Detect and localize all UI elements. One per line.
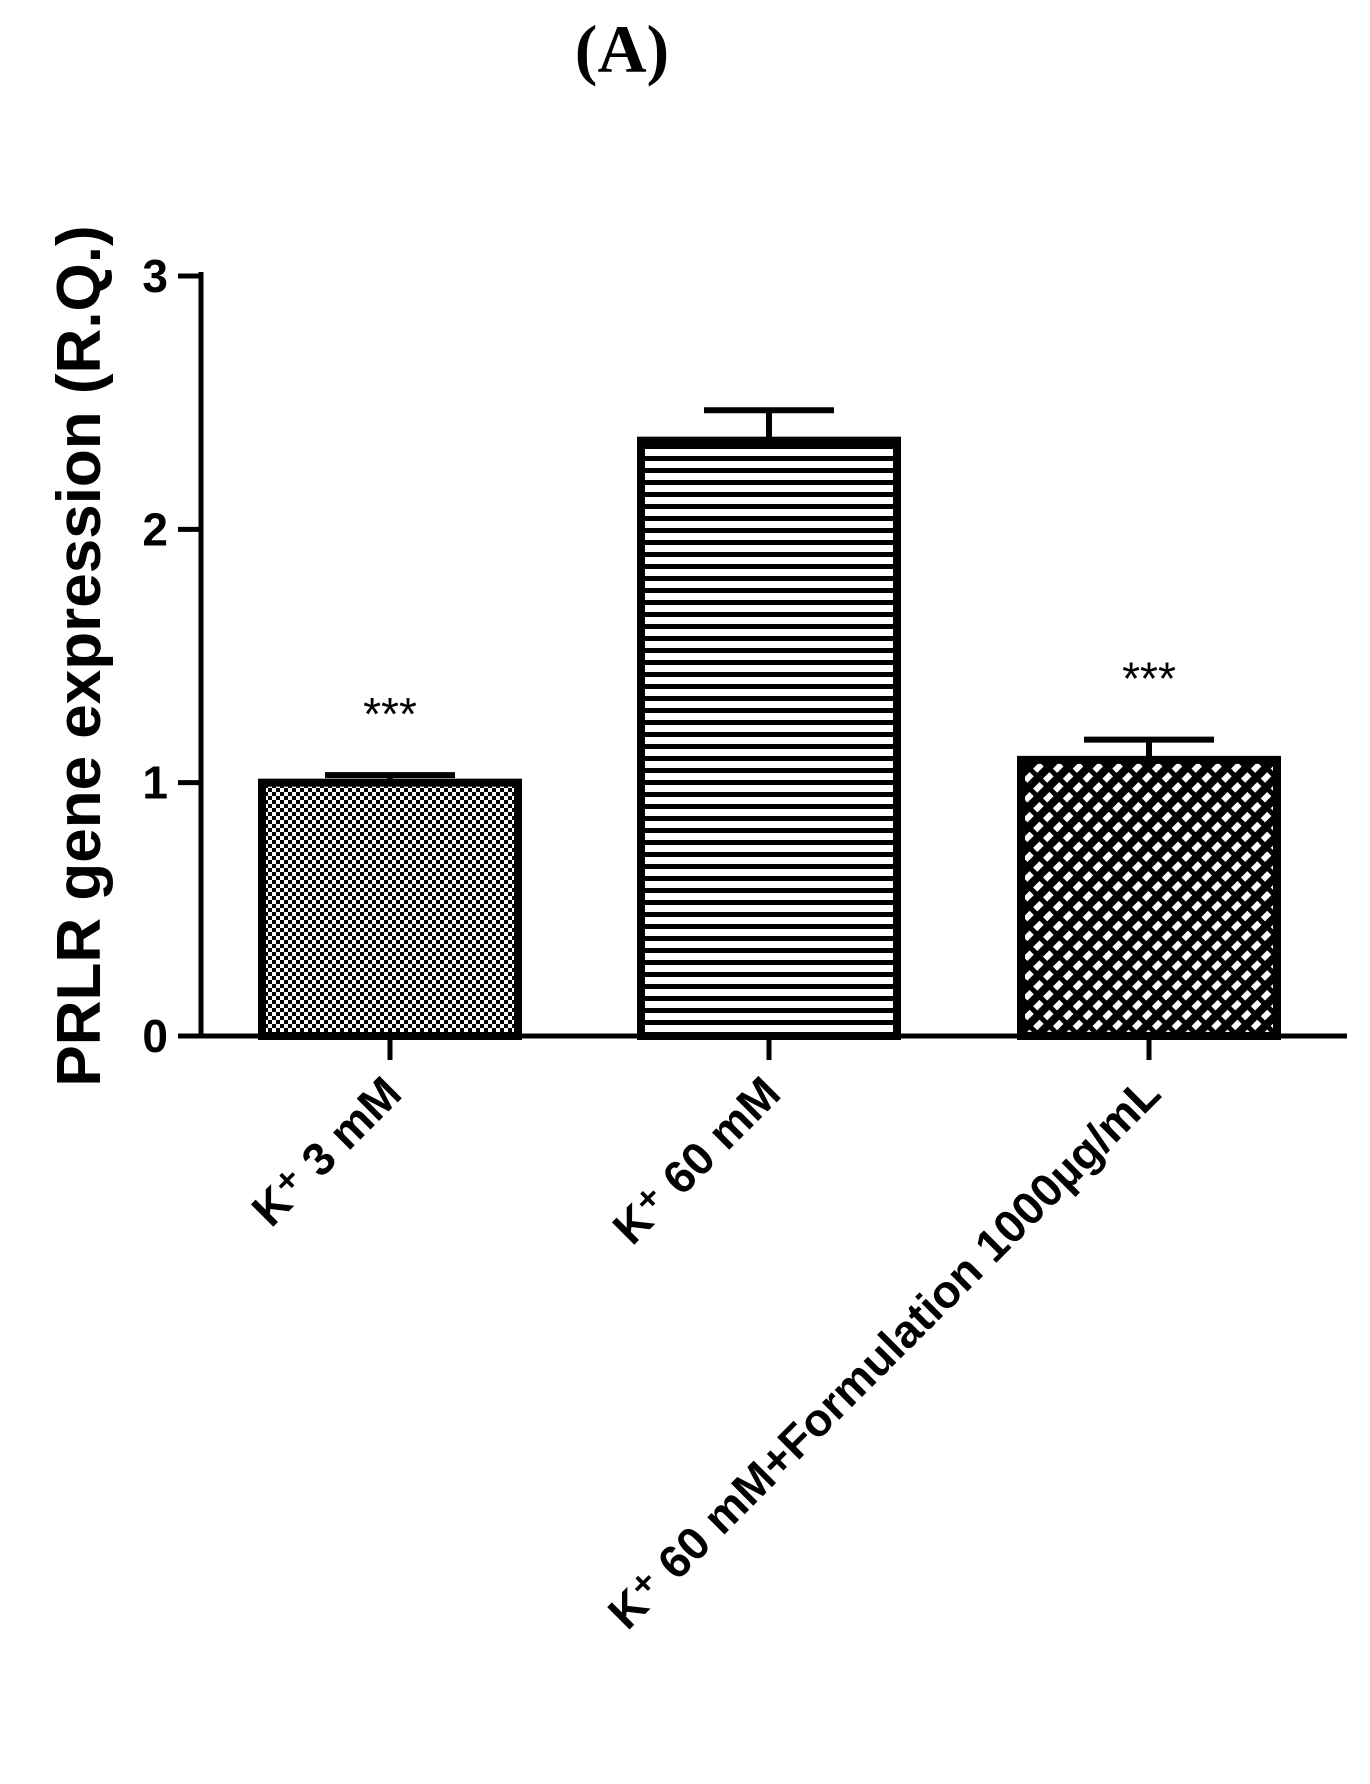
y-tick-label: 2 [142, 503, 168, 555]
significance-label: *** [1122, 653, 1176, 705]
y-tick-label: 1 [142, 757, 168, 809]
y-tick-label: 0 [142, 1010, 168, 1062]
chart-title: (A) [575, 11, 669, 87]
x-tick-label: K⁺ 3 mM [241, 1066, 411, 1236]
y-tick-label: 3 [142, 250, 168, 302]
bar [637, 436, 901, 1040]
significance-label: *** [363, 688, 417, 740]
x-tick-label: K⁺ 60 mM [602, 1066, 790, 1254]
bar [1017, 755, 1281, 1040]
bar [258, 778, 522, 1041]
y-axis-label: PRLR gene expression (R.Q.) [45, 225, 114, 1086]
